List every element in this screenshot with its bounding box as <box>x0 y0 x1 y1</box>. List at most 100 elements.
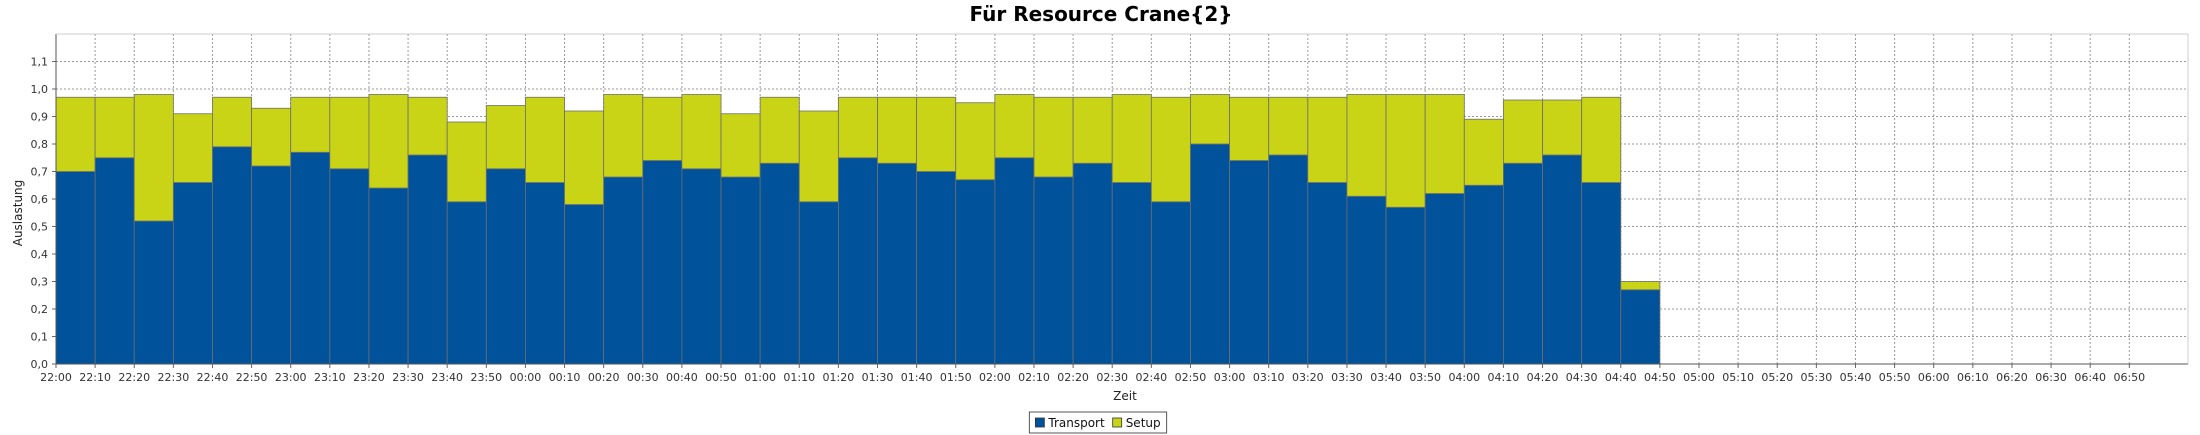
bar-setup <box>1307 96 1348 183</box>
x-tick-label: 01:20 <box>823 371 855 384</box>
chart-title: Für Resource Crane{2} <box>969 2 1232 26</box>
bar-setup <box>55 96 96 172</box>
bar-setup <box>290 96 331 153</box>
x-tick-label: 03:10 <box>1253 371 1285 384</box>
y-tick-label: 0,1 <box>31 331 49 344</box>
x-tick-label: 02:10 <box>1018 371 1050 384</box>
x-tick-label: 05:30 <box>1801 371 1833 384</box>
bar-transport <box>1033 176 1074 365</box>
bar-transport <box>837 157 878 365</box>
x-tick-label: 02:00 <box>979 371 1011 384</box>
bar-transport <box>1503 162 1543 365</box>
x-tick-label: 06:00 <box>1918 371 1950 384</box>
x-tick-label: 23:20 <box>353 371 385 384</box>
x-tick-label: 22:30 <box>158 371 190 384</box>
bar-setup <box>329 96 370 170</box>
x-tick-label: 02:50 <box>1175 371 1207 384</box>
legend: Transport Setup <box>1028 411 1168 434</box>
x-axis-title: Zeit <box>1113 389 1137 403</box>
bar-transport <box>1620 289 1661 365</box>
bar-setup <box>212 96 252 148</box>
x-tick-label: 23:00 <box>275 371 307 384</box>
legend-swatch <box>1034 417 1045 428</box>
bar-setup <box>525 96 565 183</box>
legend-swatch <box>1112 417 1123 428</box>
bar-transport <box>1542 154 1583 365</box>
x-tick-label: 04:40 <box>1605 371 1637 384</box>
bar-transport <box>1229 160 1270 365</box>
bar-setup <box>485 105 526 170</box>
y-tick-label: 0,4 <box>31 248 49 261</box>
bar-setup <box>798 110 839 203</box>
y-tick-label: 0,2 <box>31 303 49 316</box>
x-tick-label: 04:30 <box>1566 371 1598 384</box>
bar-setup <box>1581 96 1622 183</box>
bar-transport <box>368 187 409 365</box>
y-axis-title: Auslastung <box>11 180 25 247</box>
x-tick-label: 00:50 <box>705 371 737 384</box>
x-tick-label: 03:30 <box>1331 371 1363 384</box>
x-tick-label: 02:30 <box>1096 371 1128 384</box>
bar-setup <box>1385 94 1426 208</box>
x-tick-label: 01:40 <box>901 371 933 384</box>
x-tick-label: 04:00 <box>1448 371 1480 384</box>
x-tick-label: 22:50 <box>236 371 268 384</box>
bar-setup <box>877 96 918 164</box>
bar-setup <box>994 94 1035 159</box>
bar-transport <box>1190 143 1230 365</box>
legend-label: Setup <box>1126 416 1161 430</box>
y-tick-label: 0,0 <box>31 358 49 371</box>
bar-setup <box>133 94 174 222</box>
bar-setup <box>759 96 800 164</box>
bar-transport <box>407 154 448 365</box>
x-tick-label: 23:10 <box>314 371 346 384</box>
y-tick-label: 1,1 <box>31 56 49 69</box>
bar-transport <box>877 162 918 365</box>
legend-label: Transport <box>1047 416 1105 430</box>
bar-transport <box>994 157 1035 365</box>
x-tick-label: 22:40 <box>197 371 229 384</box>
bar-setup <box>1072 96 1113 164</box>
bar-setup <box>642 96 683 161</box>
y-tick-label: 0,7 <box>31 166 49 179</box>
x-tick-label: 03:50 <box>1409 371 1441 384</box>
bar-setup <box>603 94 644 178</box>
bar-transport <box>642 160 683 365</box>
x-tick-label: 05:50 <box>1879 371 1911 384</box>
x-tick-label: 23:30 <box>392 371 424 384</box>
bar-transport <box>1385 206 1426 365</box>
y-tick-label: 0,9 <box>31 111 49 124</box>
x-tick-label: 01:30 <box>862 371 894 384</box>
x-tick-label: 05:00 <box>1683 371 1715 384</box>
bar-setup <box>837 96 878 159</box>
bar-setup <box>564 110 605 205</box>
x-tick-label: 00:20 <box>588 371 620 384</box>
bar-setup <box>368 94 409 189</box>
x-tick-label: 22:20 <box>118 371 150 384</box>
bar-transport <box>1268 154 1309 365</box>
x-tick-label: 04:50 <box>1644 371 1676 384</box>
bars-group <box>55 94 1661 365</box>
bar-transport <box>759 162 800 365</box>
bar-transport <box>798 201 839 365</box>
bar-setup <box>955 102 996 181</box>
bar-transport <box>133 220 174 365</box>
x-tick-label: 05:10 <box>1722 371 1754 384</box>
y-tick-label: 1,0 <box>31 83 49 96</box>
bar-setup <box>1542 99 1583 156</box>
bar-transport <box>55 171 96 365</box>
bar-transport <box>916 171 957 365</box>
bar-setup <box>1424 94 1465 194</box>
x-tick-label: 04:20 <box>1527 371 1559 384</box>
bar-setup <box>407 96 448 156</box>
x-tick-label: 00:00 <box>510 371 542 384</box>
bar-setup <box>681 94 722 170</box>
y-tick-label: 0,3 <box>31 276 49 289</box>
bar-transport <box>603 176 644 365</box>
bar-transport <box>1307 182 1348 365</box>
bar-transport <box>172 182 213 365</box>
bar-transport <box>720 176 761 365</box>
x-tick-label: 05:40 <box>1840 371 1872 384</box>
bar-setup <box>172 113 213 183</box>
